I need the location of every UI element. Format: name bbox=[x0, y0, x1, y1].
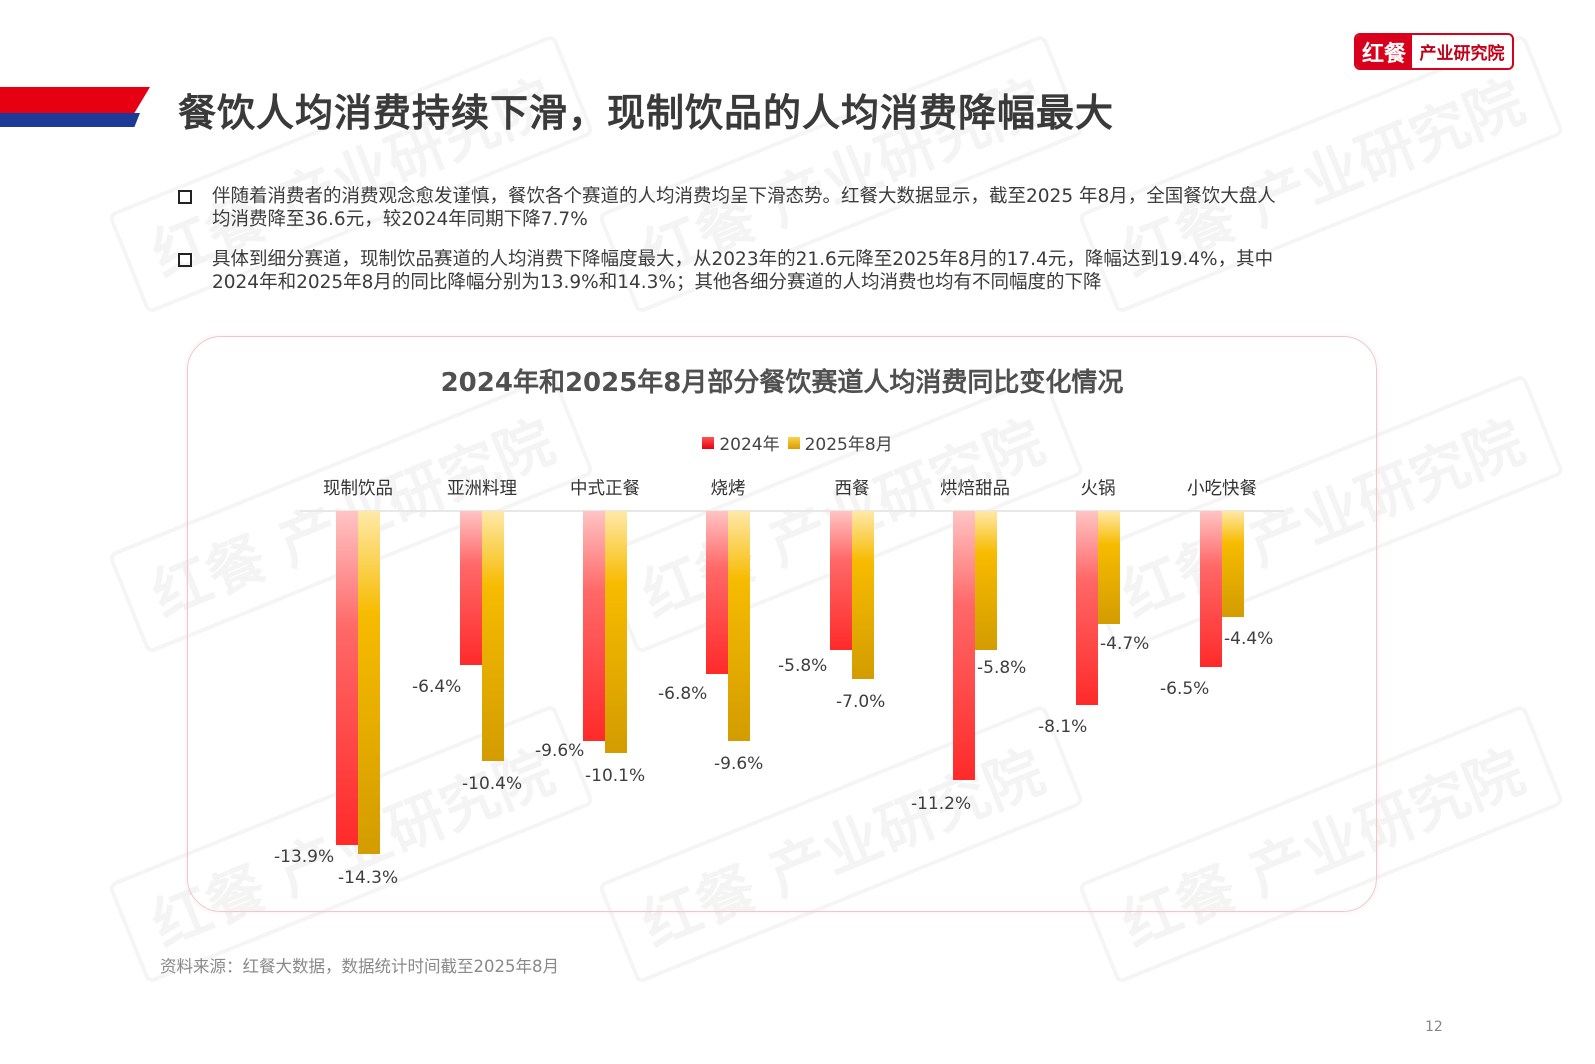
bar-2025-aug bbox=[728, 511, 750, 742]
data-source-note: 资料来源：红餐大数据，数据统计时间截至2025年8月 bbox=[160, 957, 559, 976]
chart-title: 2024年和2025年8月部分餐饮赛道人均消费同比变化情况 bbox=[440, 368, 1124, 398]
category-label: 烘焙甜品 bbox=[940, 479, 1010, 499]
logo-mark: 红餐 bbox=[1356, 35, 1412, 68]
header-stripe-blue bbox=[0, 113, 140, 127]
bullet-line: 2024年和2025年8月的同比降幅分别为13.9%和14.3%；其他各细分赛道… bbox=[212, 272, 1102, 293]
data-label: -7.0% bbox=[836, 692, 886, 712]
data-label: -6.8% bbox=[658, 684, 708, 705]
data-label: -11.2% bbox=[911, 793, 972, 814]
bullet-point: 具体到细分赛道，现制饮品赛道的人均消费下降幅度最大，从2023年的21.6元降至… bbox=[178, 248, 1408, 294]
bar-2025-aug bbox=[358, 511, 380, 855]
data-label: -6.5% bbox=[1160, 679, 1210, 699]
data-label: -4.7% bbox=[1100, 633, 1150, 654]
data-label: -5.8% bbox=[977, 658, 1027, 679]
category-label: 火锅 bbox=[1080, 479, 1116, 499]
legend-label: 2025年8月 bbox=[804, 435, 893, 455]
bar-2024 bbox=[460, 511, 482, 665]
data-label: -6.4% bbox=[412, 676, 462, 697]
bar-2025-aug bbox=[975, 511, 997, 651]
bar-2025-aug bbox=[1098, 511, 1120, 624]
legend-label: 2024年 bbox=[719, 435, 780, 455]
legend-item-2025: 2025年8月 bbox=[787, 430, 893, 455]
bar-2024 bbox=[706, 511, 728, 675]
category-label: 现制饮品 bbox=[323, 479, 393, 499]
bar-2025-aug bbox=[605, 511, 627, 754]
bullet-line: 均消费降至36.6元，较2024年同期下降7.7% bbox=[212, 209, 588, 230]
data-label: -10.1% bbox=[585, 766, 646, 787]
data-label: -8.1% bbox=[1038, 717, 1088, 738]
bullet-point: 伴随着消费者的消费观念愈发谨慎，餐饮各个赛道的人均消费均呈下滑态势。红餐大数据显… bbox=[178, 185, 1408, 231]
data-label: -9.6% bbox=[535, 741, 585, 762]
category-label: 小吃快餐 bbox=[1187, 479, 1257, 499]
bar-2024 bbox=[830, 511, 852, 651]
data-label: -4.4% bbox=[1224, 628, 1274, 649]
bar-2024 bbox=[336, 511, 358, 845]
header-stripe-red bbox=[0, 87, 150, 117]
data-label: -14.3% bbox=[338, 868, 399, 889]
chart-panel bbox=[187, 336, 1377, 912]
square-bullet-icon bbox=[178, 253, 192, 267]
bullet-line: 具体到细分赛道，现制饮品赛道的人均消费下降幅度最大，从2023年的21.6元降至… bbox=[212, 249, 1274, 270]
data-label: -10.4% bbox=[462, 773, 523, 794]
bar-2025-aug bbox=[482, 511, 504, 761]
data-label: -5.8% bbox=[778, 656, 828, 677]
category-label: 西餐 bbox=[834, 479, 870, 499]
page-title: 餐饮人均消费持续下滑，现制饮品的人均消费降幅最大 bbox=[178, 91, 1115, 135]
square-bullet-icon bbox=[178, 190, 192, 204]
data-label: -9.6% bbox=[714, 754, 764, 775]
bar-2024 bbox=[1076, 511, 1098, 706]
legend-item-2024: 2024年 bbox=[702, 430, 780, 455]
bar-2025-aug bbox=[1222, 511, 1244, 617]
brand-logo: 红餐 产业研究院 bbox=[1354, 33, 1514, 70]
chart-baseline bbox=[300, 510, 1284, 512]
category-label: 烧烤 bbox=[710, 479, 746, 499]
category-label: 亚洲料理 bbox=[447, 479, 517, 499]
legend-swatch-gold-icon bbox=[787, 436, 800, 449]
page-number: 12 bbox=[1425, 1019, 1443, 1035]
bar-2025-aug bbox=[852, 511, 874, 679]
bar-2024 bbox=[1200, 511, 1222, 667]
legend-swatch-red-icon bbox=[702, 436, 715, 449]
category-label: 中式正餐 bbox=[570, 479, 640, 499]
bar-2024 bbox=[953, 511, 975, 780]
bar-2024 bbox=[583, 511, 605, 742]
bullet-line: 伴随着消费者的消费观念愈发谨慎，餐饮各个赛道的人均消费均呈下滑态势。红餐大数据显… bbox=[212, 186, 1276, 207]
data-label: -13.9% bbox=[274, 846, 335, 867]
chart-legend: 2024年 2025年8月 bbox=[0, 430, 1595, 455]
logo-text: 产业研究院 bbox=[1419, 44, 1505, 64]
